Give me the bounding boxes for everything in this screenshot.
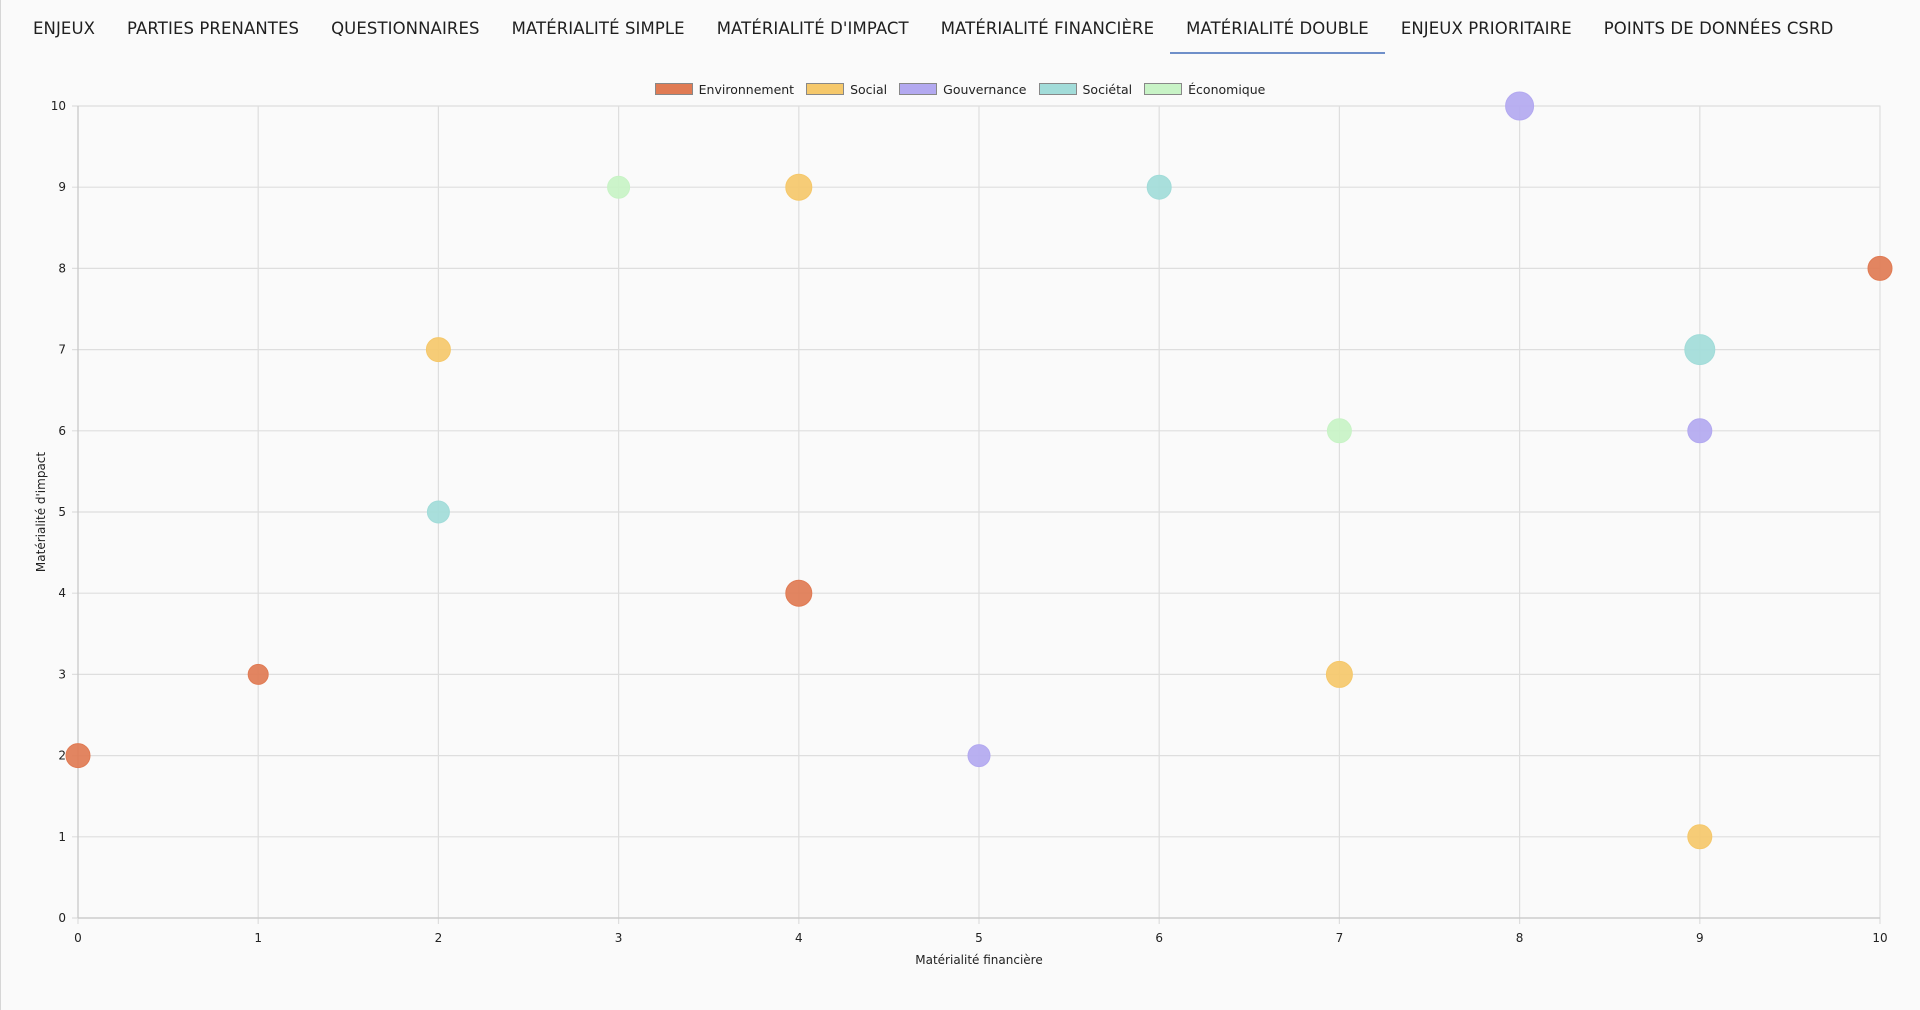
y-tick-label: 0 bbox=[58, 911, 66, 925]
legend-swatch-gouvernance bbox=[899, 83, 938, 95]
legend-item-societal[interactable]: Sociétal bbox=[1038, 81, 1133, 97]
y-tick-label: 4 bbox=[58, 586, 66, 600]
tab-parties-prenantes[interactable]: PARTIES PRENANTES bbox=[127, 19, 300, 38]
y-tick-label: 5 bbox=[58, 505, 66, 519]
tab-enjeux-prioritaire[interactable]: ENJEUX PRIORITAIRE bbox=[1400, 19, 1572, 38]
legend-swatch-economique bbox=[1144, 83, 1183, 95]
tab-materialite-double[interactable]: MATÉRIALITÉ DOUBLE bbox=[1170, 0, 1385, 54]
data-point bbox=[1326, 418, 1352, 444]
y-tick-label: 6 bbox=[58, 424, 66, 438]
data-point bbox=[1146, 174, 1172, 200]
x-tick-label: 3 bbox=[615, 931, 623, 945]
data-point bbox=[1684, 334, 1716, 366]
x-tick-label: 5 bbox=[975, 931, 983, 945]
legend-item-economique[interactable]: Économique bbox=[1144, 82, 1265, 97]
data-point bbox=[1687, 418, 1713, 444]
y-tick-label: 8 bbox=[58, 261, 66, 275]
x-tick-label: 0 bbox=[74, 931, 82, 945]
data-point bbox=[426, 500, 450, 524]
legend-label: Social bbox=[850, 81, 888, 97]
tab-points-donnees-csrd[interactable]: POINTS DE DONNÉES CSRD bbox=[1603, 19, 1834, 38]
y-tick-label: 2 bbox=[58, 749, 66, 763]
legend-swatch-societal bbox=[1038, 83, 1077, 95]
tab-enjeux[interactable]: ENJEUX bbox=[33, 19, 96, 38]
legend-item-environnement[interactable]: Environnement bbox=[654, 81, 795, 97]
legend-swatch-environnement bbox=[654, 83, 693, 95]
legend-label: Économique bbox=[1188, 81, 1266, 97]
data-point bbox=[967, 744, 991, 768]
data-point bbox=[1687, 824, 1713, 850]
y-tick-label: 10 bbox=[51, 99, 66, 113]
window-border bbox=[0, 0, 1, 1010]
data-point bbox=[1325, 660, 1353, 688]
legend-label: Environnement bbox=[698, 81, 795, 97]
tab-questionnaires[interactable]: QUESTIONNAIRES bbox=[331, 19, 480, 38]
data-point bbox=[425, 337, 451, 363]
data-point bbox=[1867, 255, 1893, 281]
x-tick-label: 10 bbox=[1872, 931, 1887, 945]
chart-legend: Environnement Social Gouvernance Sociéta… bbox=[0, 81, 1920, 97]
x-tick-label: 8 bbox=[1516, 931, 1524, 945]
y-tick-label: 7 bbox=[58, 343, 66, 357]
x-tick-label: 2 bbox=[435, 931, 443, 945]
legend-item-social[interactable]: Social bbox=[806, 82, 887, 97]
legend-swatch-social bbox=[806, 83, 845, 95]
axes: 0 1 2 3 4 5 6 7 8 9 10 0 1 2 3 4 5 6 7 8 9 10 bbox=[51, 99, 1888, 945]
legend-label: Sociétal bbox=[1082, 81, 1133, 97]
y-tick-label: 3 bbox=[58, 667, 66, 681]
legend-label: Gouvernance bbox=[943, 81, 1027, 97]
tab-materialite-simple[interactable]: MATÉRIALITÉ SIMPLE bbox=[511, 19, 685, 38]
y-tick-label: 9 bbox=[58, 180, 66, 194]
data-points bbox=[65, 91, 1893, 850]
data-point bbox=[1505, 91, 1535, 121]
x-tick-label: 1 bbox=[254, 931, 262, 945]
data-point bbox=[785, 173, 813, 201]
y-axis-title: Matérialité d'impact bbox=[34, 452, 48, 572]
x-axis-title: Matérialité financière bbox=[915, 953, 1042, 967]
data-point bbox=[65, 743, 91, 769]
data-point bbox=[607, 175, 631, 199]
data-point bbox=[785, 579, 813, 607]
tab-materialite-financiere[interactable]: MATÉRIALITÉ FINANCIÈRE bbox=[940, 19, 1155, 38]
x-tick-label: 7 bbox=[1336, 931, 1344, 945]
x-tick-label: 4 bbox=[795, 931, 803, 945]
legend-item-gouvernance[interactable]: Gouvernance bbox=[899, 81, 1027, 97]
tab-materialite-impact[interactable]: MATÉRIALITÉ D'IMPACT bbox=[716, 19, 909, 38]
data-point bbox=[247, 663, 269, 685]
tab-bar: ENJEUX PARTIES PRENANTES QUESTIONNAIRES … bbox=[0, 0, 1920, 54]
x-tick-label: 6 bbox=[1155, 931, 1163, 945]
y-tick-label: 1 bbox=[58, 830, 66, 844]
x-tick-label: 9 bbox=[1696, 931, 1704, 945]
grid bbox=[72, 105, 1881, 924]
